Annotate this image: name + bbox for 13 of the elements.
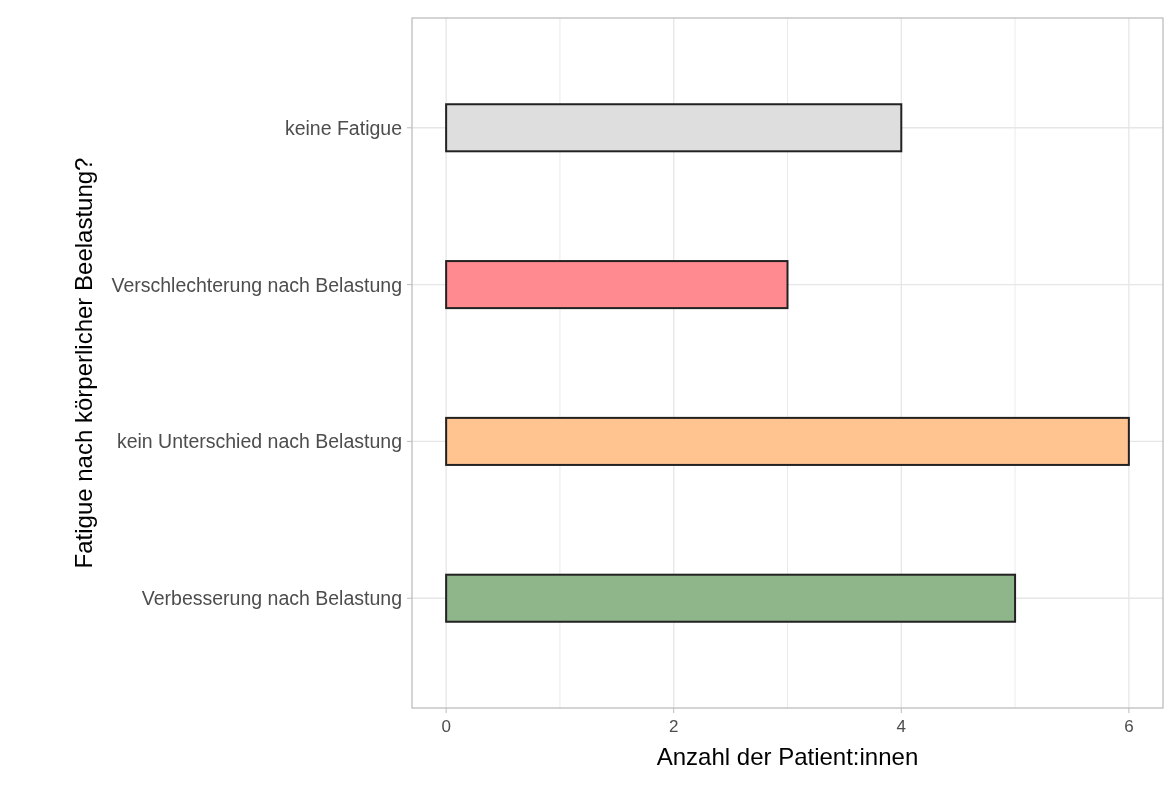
bar — [445, 416, 1130, 466]
y-axis-title: Fatigue nach körperlicher Beelastung? — [70, 157, 97, 569]
bar — [445, 260, 789, 310]
y-tick-label: Verbesserung nach Belastung — [141, 587, 402, 610]
x-tick-label: 6 — [1124, 717, 1134, 736]
x-tick-label: 2 — [668, 717, 679, 736]
x-tick-label: 0 — [441, 717, 451, 736]
x-axis-title: Anzahl der Patient:innen — [656, 743, 919, 770]
x-tick-label: 4 — [896, 717, 907, 736]
y-tick-label: keine Fatigue — [284, 116, 402, 139]
bar — [445, 573, 1017, 623]
y-tick-label: Verschlechterung nach Belastung — [111, 273, 402, 296]
y-tick-label: kein Unterschied nach Belastung — [116, 430, 402, 453]
